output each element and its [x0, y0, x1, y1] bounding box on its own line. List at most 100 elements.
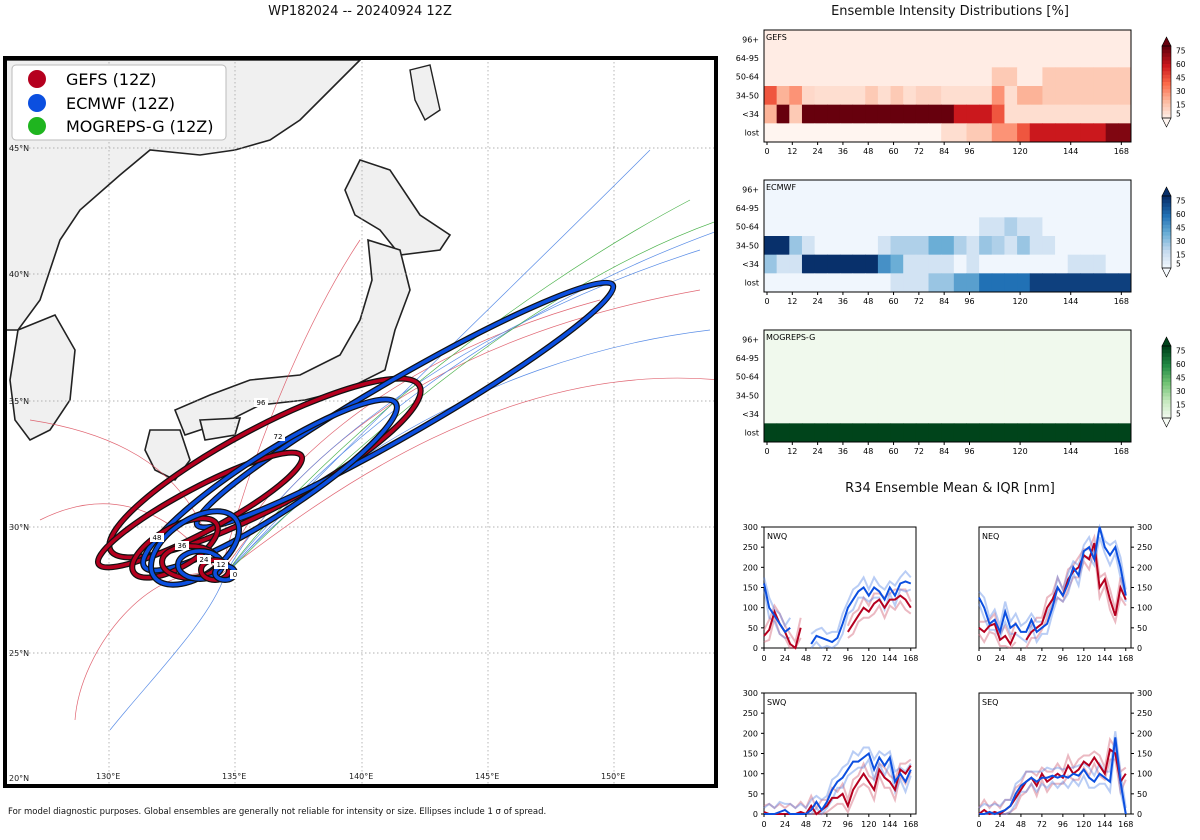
colorbar-segment [1162, 407, 1171, 412]
heatmap-cell [1004, 254, 1018, 274]
heatmap-cell [1004, 386, 1018, 406]
r34-x-tick-label: 48 [801, 820, 811, 829]
colorbar-segment [1162, 67, 1171, 72]
heatmap-cell [814, 67, 828, 87]
heatmap-cell [1042, 236, 1056, 256]
heatmap-cell [903, 67, 917, 87]
heatmap-cell [991, 386, 1005, 406]
heatmap-cell [1029, 330, 1043, 350]
heatmap-cell [991, 30, 1005, 50]
heatmap-cell [1105, 67, 1119, 87]
heatmap-cell [827, 123, 841, 143]
r34-y-tick-label: 250 [743, 543, 758, 552]
heatmap-cell [1004, 404, 1018, 424]
heatmap-cell [890, 330, 904, 350]
heatmap-cell [928, 236, 942, 256]
heatmap-x-tick-label: 96 [964, 297, 974, 306]
heatmap-cell [789, 180, 803, 200]
colorbar-segment [1162, 367, 1171, 372]
heatmap-cell [865, 330, 879, 350]
heatmap-model-label: GEFS [766, 33, 787, 42]
r34-x-tick-label: 96 [1058, 654, 1068, 663]
heatmap-cell [776, 254, 790, 274]
heatmap-row-label: 64-95 [736, 204, 759, 213]
heatmap-cell [852, 273, 866, 293]
heatmap-cell [1093, 123, 1107, 143]
heatmap-cell [865, 367, 879, 387]
heatmap-cell [877, 330, 892, 350]
colorbar-segment [1162, 221, 1171, 226]
r34-mean-line [978, 526, 1127, 635]
heatmap-cell [915, 86, 930, 106]
r34-iqr-line [763, 746, 912, 810]
heatmap-cell [1029, 67, 1043, 87]
heatmap-cell [801, 404, 816, 424]
heatmap-cell [1093, 86, 1107, 106]
heatmap-cell [890, 386, 904, 406]
colorbar-segment [1162, 360, 1171, 365]
heatmap-cell [1055, 123, 1069, 143]
lon-label: 145°E [475, 772, 499, 781]
heatmap-cell [1029, 367, 1043, 387]
heatmap-cell [1029, 48, 1043, 68]
r34-y-tick-label: 100 [743, 604, 758, 613]
uncertainty-ellipses [94, 279, 617, 588]
heatmap-cell [928, 386, 942, 406]
heatmap-x-tick-label: 144 [1063, 447, 1078, 456]
heatmap-cell [1093, 198, 1107, 218]
heatmap-cell [1105, 386, 1119, 406]
heatmap-cell [941, 423, 955, 443]
heatmap-cell [953, 217, 967, 237]
colorbar-extend-top [1161, 336, 1172, 347]
heatmap-cell [1080, 386, 1094, 406]
heatmap-cell [1093, 330, 1107, 350]
colorbar-tick-label: 5 [1176, 260, 1181, 269]
heatmap-cell [953, 198, 967, 218]
r34-x-tick-label: 144 [1097, 820, 1112, 829]
heatmap-cell [928, 423, 942, 443]
r34-iqr-line [763, 588, 912, 645]
heatmap-x-tick-label: 120 [1012, 147, 1027, 156]
heatmap-cell [1067, 254, 1081, 274]
heatmap-cell [1055, 404, 1069, 424]
heatmap-cell [1004, 67, 1018, 87]
heatmap-cell [789, 404, 803, 424]
heatmap-cell [852, 254, 866, 274]
heatmap-cell [966, 423, 980, 443]
heatmap-cell [915, 348, 930, 368]
heatmap-cell [991, 254, 1005, 274]
heatmap-cell [865, 30, 879, 50]
heatmap-cell [1118, 123, 1132, 143]
colorbar-segment [1162, 46, 1171, 51]
heatmap-row-label: lost [745, 429, 759, 438]
heatmap-cell [991, 330, 1005, 350]
heatmap-x-tick-label: 84 [939, 147, 949, 156]
heatmap-cell [1093, 348, 1107, 368]
heatmap-cell [827, 423, 841, 443]
heatmap-cell [877, 86, 892, 106]
heatmap-cell [877, 348, 892, 368]
heatmap-cell [764, 180, 778, 200]
r34-y-tick-label: 0 [1137, 644, 1142, 653]
heatmap-cell [966, 48, 980, 68]
heatmap-cell [966, 367, 980, 387]
heatmap-cell [890, 217, 904, 237]
heatmap-cell [1118, 367, 1132, 387]
colorbar-segment [1162, 210, 1171, 215]
heatmap-cell [1042, 123, 1056, 143]
map-frame [3, 56, 718, 788]
heatmap-cell [764, 386, 778, 406]
heatmap-cell [1004, 217, 1018, 237]
heatmap-row-label: lost [745, 279, 759, 288]
heatmap-cell [839, 273, 854, 293]
heatmap-cell [1105, 217, 1119, 237]
heatmap-cell [764, 348, 778, 368]
heatmap-cell [1042, 254, 1056, 274]
heatmap-cell [1118, 217, 1132, 237]
heatmap-cell [1029, 180, 1043, 200]
heatmap-cell [789, 423, 803, 443]
heatmap-cell [1042, 217, 1056, 237]
heatmap-cell [1017, 30, 1031, 50]
heatmap-cell [1105, 348, 1119, 368]
heatmap-cell [979, 86, 993, 106]
